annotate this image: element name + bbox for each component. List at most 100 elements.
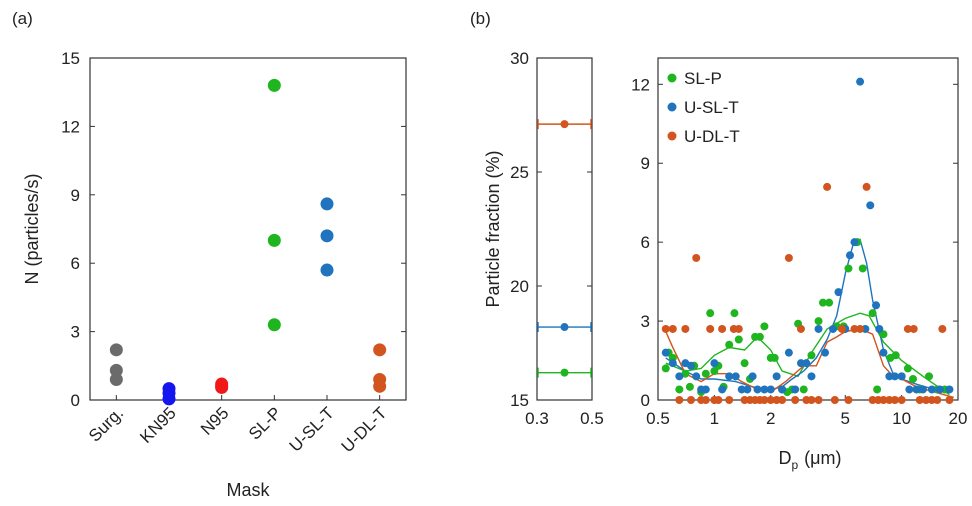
data-point [725,372,734,381]
data-point [748,372,757,381]
data-point [922,396,931,404]
data-point [885,396,894,404]
data-point [807,396,816,404]
data-point [685,382,694,391]
data-point [686,396,695,404]
data-point [734,324,743,333]
data-point [267,233,281,247]
legend-marker [667,73,677,83]
panel-a-plot-area [89,57,407,401]
data-point [879,348,888,357]
data-point [560,120,569,129]
data-point [927,385,936,394]
data-point [718,385,727,394]
data-point [945,396,954,404]
data-point [755,332,764,341]
data-point [725,340,734,349]
data-point [856,324,865,333]
data-point [821,348,830,357]
data-point [215,380,229,394]
data-point [897,372,906,381]
y-tick-label: 0 [641,391,650,410]
data-point [872,301,881,310]
y-tick-label: 0 [71,391,80,410]
y-tick-label: 9 [641,154,650,173]
data-point [668,359,677,368]
data-point [109,372,123,386]
data-point [837,324,846,333]
data-point [935,385,944,394]
panel-b-label: (b) [470,9,491,28]
data-point [879,396,888,404]
trend-line [665,312,950,396]
data-point [760,396,769,404]
data-point [743,385,752,394]
data-point [661,348,670,357]
data-point [890,396,899,404]
panel-b-left-plot-area [536,57,593,401]
data-point [799,385,808,394]
data-point [740,359,749,368]
data-point [710,359,719,368]
panel-a-y-axis-label: N (particles/s) [22,173,42,284]
data-point [791,396,800,404]
data-point [807,372,816,381]
data-point [856,77,865,86]
data-point [770,353,779,362]
data-point [908,374,917,383]
data-point [701,369,710,378]
data-point [862,182,871,191]
data-point [791,385,800,394]
data-point [918,385,927,394]
x-tick-label: KN95 [136,403,180,447]
data-point [844,396,853,404]
data-point [802,359,811,368]
data-point [560,368,569,377]
data-point [796,324,805,333]
x-tick-label: 20 [949,409,968,428]
x-tick-label: N95 [197,403,232,438]
y-tick-label: 30 [510,49,529,68]
data-point [668,324,677,333]
data-point [753,385,762,394]
y-tick-label: 20 [510,277,529,296]
data-point [875,324,884,333]
data-point [891,351,900,360]
legend-label: U-DL-T [684,127,740,146]
data-point [858,264,867,273]
panel-b-y-axis-label: Particle fraction (%) [483,150,503,307]
data-point [814,396,823,404]
data-point [373,343,387,357]
data-point [701,385,710,394]
data-point [701,396,710,404]
data-point [850,324,859,333]
data-point [903,324,912,333]
data-point [784,348,793,357]
data-point [706,324,715,333]
data-point [760,385,769,394]
x-tick-label: 10 [892,409,911,428]
data-point [681,369,690,378]
data-point [725,396,734,404]
data-point [885,372,894,381]
x-tick-label: 1 [710,409,719,428]
data-point [912,385,921,394]
data-point [915,396,924,404]
data-point [778,396,787,404]
data-point [267,318,281,332]
panel-b-legend: SL-P U-SL-T U-DL-T [667,69,740,146]
y-tick-label: 12 [61,117,80,136]
data-point [661,364,670,373]
x-tick-label: 0.5 [580,409,604,428]
panel-b-left-points [537,119,592,378]
x-label-unit: (μm) [804,448,841,468]
data-point [731,372,740,381]
y-tick-label: 15 [61,49,80,68]
data-point [772,372,781,381]
x-label-subscript: p [791,458,798,472]
data-point [897,396,906,404]
data-point [772,396,781,404]
data-point [718,324,727,333]
legend-marker [667,131,677,141]
